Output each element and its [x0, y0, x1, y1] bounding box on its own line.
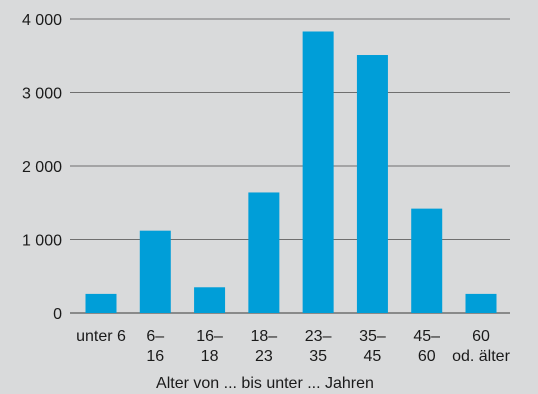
x-tick-label: 60 od. älter	[452, 328, 510, 365]
bar	[139, 230, 171, 313]
bar	[465, 293, 497, 313]
x-tick-label: 6– 16	[146, 328, 164, 365]
y-tick-label: 2 000	[22, 159, 62, 176]
bar	[302, 31, 334, 314]
bar	[85, 293, 117, 313]
x-tick-label: unter 6	[76, 328, 126, 345]
gridlines	[70, 18, 510, 314]
x-axis-category-labels: unter 6 6– 16 16– 18 18– 23 23– 35 35– 45 45– 60 60 od…	[76, 328, 510, 365]
y-axis-tick-labels: 0 1 000 2 000 3 000 4 000	[22, 12, 62, 323]
bar	[248, 192, 280, 313]
y-tick-label: 4 000	[22, 12, 62, 29]
x-tick-label: 35– 45	[359, 328, 386, 365]
x-tick-label: 23– 35	[305, 328, 332, 365]
y-tick-label: 1 000	[22, 233, 62, 250]
y-tick-label: 0	[53, 306, 62, 323]
bar	[411, 208, 443, 313]
bar	[356, 55, 388, 313]
y-tick-label: 3 000	[22, 86, 62, 103]
x-tick-label: 45– 60	[413, 328, 440, 365]
x-axis-title: Alter von ... bis unter ... Jahren	[156, 375, 374, 392]
bar	[194, 287, 226, 313]
x-tick-label: 16– 18	[196, 328, 223, 365]
x-tick-label: 18– 23	[251, 328, 278, 365]
bars	[85, 31, 497, 314]
